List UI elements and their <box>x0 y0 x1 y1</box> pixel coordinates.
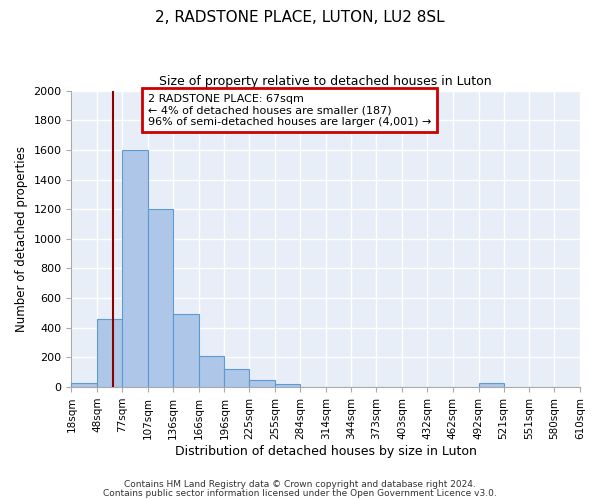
Bar <box>173 314 199 387</box>
Bar <box>148 209 173 387</box>
Y-axis label: Number of detached properties: Number of detached properties <box>15 146 28 332</box>
Bar <box>97 319 122 387</box>
Text: 2, RADSTONE PLACE, LUTON, LU2 8SL: 2, RADSTONE PLACE, LUTON, LU2 8SL <box>155 10 445 25</box>
Bar <box>71 382 97 387</box>
Bar <box>122 150 148 387</box>
Text: Contains public sector information licensed under the Open Government Licence v3: Contains public sector information licen… <box>103 488 497 498</box>
Text: Contains HM Land Registry data © Crown copyright and database right 2024.: Contains HM Land Registry data © Crown c… <box>124 480 476 489</box>
Text: 2 RADSTONE PLACE: 67sqm
← 4% of detached houses are smaller (187)
96% of semi-de: 2 RADSTONE PLACE: 67sqm ← 4% of detached… <box>148 94 431 126</box>
Bar <box>249 380 275 387</box>
Bar <box>199 356 224 387</box>
Bar <box>224 370 249 387</box>
Title: Size of property relative to detached houses in Luton: Size of property relative to detached ho… <box>160 75 492 88</box>
Bar <box>275 384 300 387</box>
X-axis label: Distribution of detached houses by size in Luton: Distribution of detached houses by size … <box>175 444 476 458</box>
Bar <box>479 382 503 387</box>
